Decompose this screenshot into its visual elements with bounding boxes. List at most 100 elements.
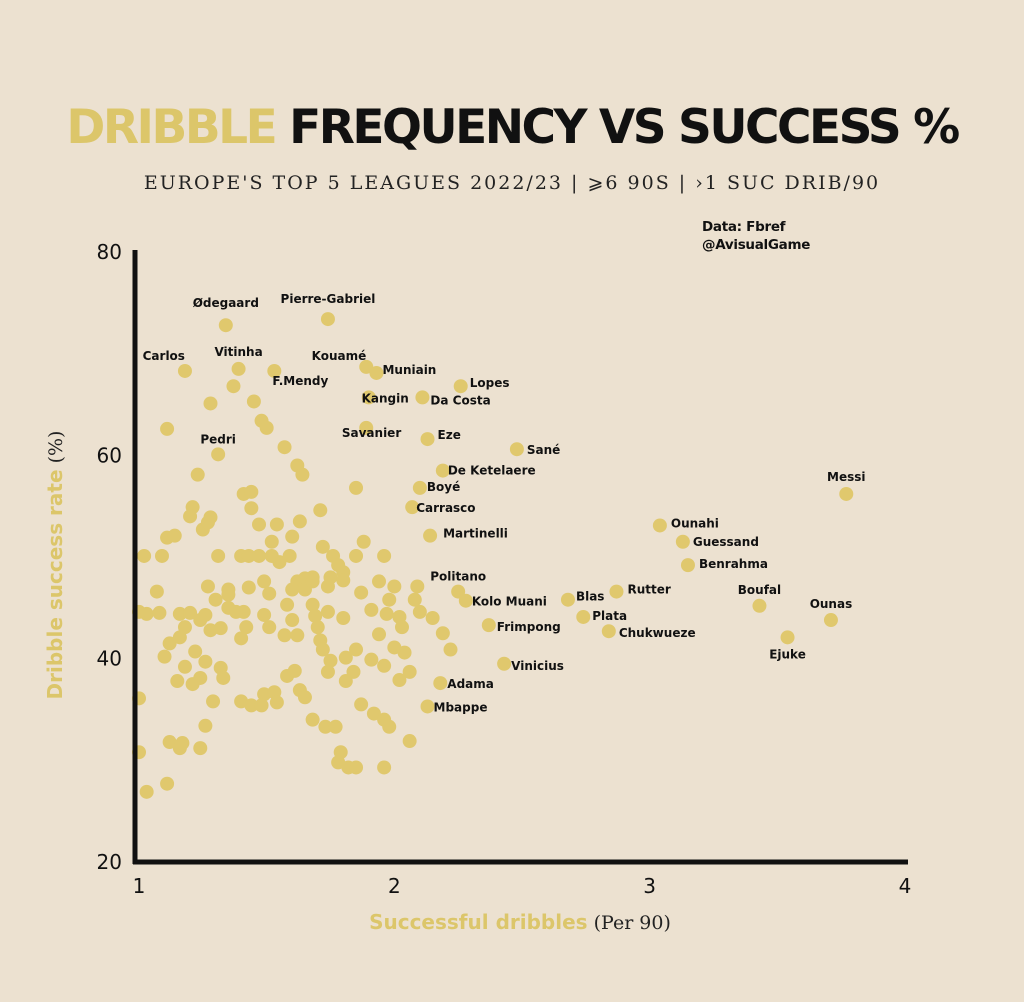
data-point (160, 776, 175, 791)
data-point (290, 628, 305, 643)
data-point (405, 500, 420, 515)
point-label: Vinicius (511, 659, 564, 673)
data-point (206, 694, 221, 709)
data-point (244, 484, 259, 499)
data-point (252, 548, 267, 563)
point-label: Guessand (693, 535, 759, 549)
data-point (280, 597, 295, 612)
data-point (244, 698, 259, 713)
x-tick-label: 1 (133, 874, 146, 898)
data-point (257, 607, 272, 622)
data-point (254, 698, 269, 713)
point-label: Politano (430, 570, 486, 584)
data-point (221, 587, 236, 602)
data-point (162, 636, 177, 651)
data-source: Data: Fbref (702, 219, 786, 235)
data-point (435, 463, 450, 478)
data-point (323, 653, 338, 668)
data-point (320, 664, 335, 679)
data-point (364, 652, 379, 667)
data-point (287, 663, 302, 678)
point-label: Martinelli (443, 527, 508, 541)
data-point (315, 642, 330, 657)
data-point (252, 517, 267, 532)
data-point (213, 621, 228, 636)
data-point (387, 640, 402, 655)
point-label: Ounas (810, 597, 853, 611)
title-highlight: DRIBBLE (66, 100, 277, 155)
data-point (257, 574, 272, 589)
chart-title: DRIBBLE FREQUENCY VS SUCCESS % (0, 100, 1024, 155)
data-point (509, 442, 524, 457)
data-point (241, 580, 256, 595)
data-point (318, 719, 333, 734)
data-point (382, 719, 397, 734)
point-label: Eze (438, 428, 461, 442)
data-point (308, 608, 323, 623)
data-point (354, 585, 369, 600)
point-label: Messi (827, 470, 865, 484)
x-tick-label: 2 (388, 874, 401, 898)
point-label: Kouamé (312, 349, 367, 363)
data-point (292, 514, 307, 529)
data-point (394, 620, 409, 635)
data-point (402, 664, 417, 679)
data-point (229, 604, 244, 619)
data-point (305, 597, 320, 612)
data-point (336, 611, 351, 625)
data-point (560, 592, 575, 607)
data-point (412, 480, 427, 495)
title-rest: FREQUENCY VS SUCCESS % (275, 100, 960, 155)
point-label: Da Costa (430, 393, 490, 407)
data-point (497, 656, 512, 671)
data-point (576, 609, 591, 624)
data-point (313, 503, 328, 518)
data-point (211, 548, 226, 563)
data-point (433, 676, 448, 691)
x-tick-label: 4 (899, 874, 912, 898)
data-point (172, 606, 187, 621)
x-axis-label-unit: (Per 90) (588, 912, 671, 934)
y-tick-label: 80 (97, 240, 122, 264)
data-point (193, 613, 208, 628)
point-label: Plata (592, 609, 627, 623)
y-axis-label: Dribble success rate (%) (43, 431, 67, 700)
points-layer (132, 312, 854, 799)
data-point (839, 486, 854, 501)
y-tick-label: 40 (97, 647, 122, 671)
x-axis-label-main: Successful dribbles (369, 910, 587, 934)
point-label: Ødegaard (193, 296, 259, 310)
data-point (609, 584, 624, 599)
data-point (211, 447, 226, 462)
data-point (282, 548, 297, 563)
data-point (190, 467, 205, 482)
x-axis-label: Successful dribbles (Per 90) (369, 910, 671, 934)
data-point (310, 620, 325, 635)
data-point (382, 592, 397, 607)
point-label: Kangin (362, 391, 409, 405)
data-point (481, 618, 496, 633)
data-point (387, 579, 402, 594)
data-point (239, 620, 254, 635)
point-label: Lopes (470, 376, 510, 390)
data-point (198, 654, 213, 669)
data-point (285, 613, 300, 628)
data-point (167, 528, 182, 543)
data-point (285, 529, 300, 544)
data-point (346, 664, 361, 679)
data-point (269, 517, 284, 532)
data-point (183, 509, 198, 524)
point-label: De Ketelaere (448, 464, 536, 478)
data-point (451, 584, 466, 599)
data-point (162, 735, 177, 750)
point-label: Ounahi (671, 516, 719, 530)
point-label: Ejuke (769, 647, 806, 661)
point-label: Adama (447, 677, 494, 691)
point-label: Kolo Muani (472, 595, 547, 609)
point-label: Muniain (382, 363, 436, 377)
data-point (170, 674, 185, 689)
point-label: Mbappe (434, 700, 488, 714)
data-point (160, 421, 175, 436)
data-point (349, 548, 364, 563)
data-point (231, 361, 246, 376)
